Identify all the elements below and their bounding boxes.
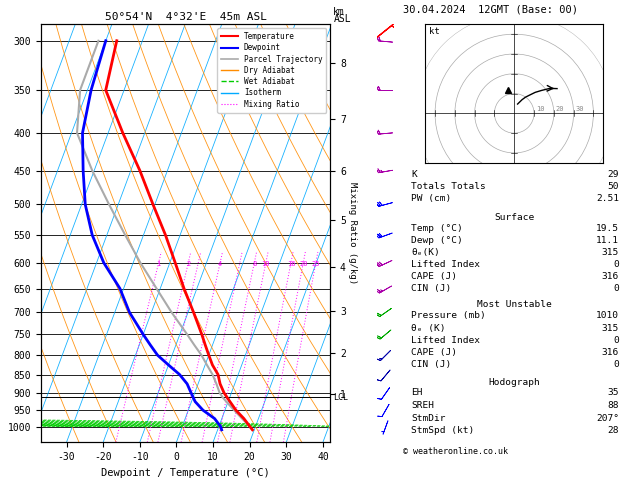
Text: 16: 16 bbox=[287, 261, 295, 267]
Text: 10: 10 bbox=[262, 261, 270, 267]
Text: 2.51: 2.51 bbox=[596, 194, 619, 203]
Text: 29: 29 bbox=[608, 171, 619, 179]
Text: 4: 4 bbox=[218, 261, 222, 267]
Text: 20: 20 bbox=[556, 106, 564, 112]
Text: CAPE (J): CAPE (J) bbox=[411, 348, 457, 357]
Text: Hodograph: Hodograph bbox=[488, 378, 540, 386]
Text: StmDir: StmDir bbox=[411, 414, 446, 423]
Text: kt: kt bbox=[429, 27, 440, 36]
Text: km: km bbox=[333, 7, 345, 17]
Text: 0: 0 bbox=[613, 260, 619, 269]
Text: 19.5: 19.5 bbox=[596, 224, 619, 233]
Text: 8: 8 bbox=[252, 261, 257, 267]
Text: 316: 316 bbox=[602, 348, 619, 357]
Text: EH: EH bbox=[411, 388, 423, 398]
Text: 0: 0 bbox=[613, 336, 619, 346]
Text: 88: 88 bbox=[608, 401, 619, 410]
Text: StmSpd (kt): StmSpd (kt) bbox=[411, 426, 475, 435]
Text: Surface: Surface bbox=[494, 213, 534, 222]
Text: 2: 2 bbox=[186, 261, 191, 267]
Text: 20: 20 bbox=[299, 261, 308, 267]
Text: LCL: LCL bbox=[333, 393, 348, 401]
Text: 30.04.2024  12GMT (Base: 00): 30.04.2024 12GMT (Base: 00) bbox=[403, 4, 577, 15]
Y-axis label: Mixing Ratio (g/kg): Mixing Ratio (g/kg) bbox=[348, 182, 357, 284]
Text: Lifted Index: Lifted Index bbox=[411, 336, 481, 346]
Text: 10: 10 bbox=[536, 106, 545, 112]
X-axis label: Dewpoint / Temperature (°C): Dewpoint / Temperature (°C) bbox=[101, 468, 270, 478]
Text: 25: 25 bbox=[311, 261, 320, 267]
Text: 1010: 1010 bbox=[596, 312, 619, 320]
Text: 315: 315 bbox=[602, 324, 619, 333]
Text: 315: 315 bbox=[602, 248, 619, 257]
Text: ASL: ASL bbox=[333, 14, 351, 24]
Text: Pressure (mb): Pressure (mb) bbox=[411, 312, 486, 320]
Text: SREH: SREH bbox=[411, 401, 435, 410]
Legend: Temperature, Dewpoint, Parcel Trajectory, Dry Adiabat, Wet Adiabat, Isotherm, Mi: Temperature, Dewpoint, Parcel Trajectory… bbox=[217, 28, 326, 112]
Text: K: K bbox=[411, 171, 417, 179]
Text: 35: 35 bbox=[608, 388, 619, 398]
Text: 50: 50 bbox=[608, 182, 619, 191]
Text: Dewp (°C): Dewp (°C) bbox=[411, 236, 463, 245]
Text: 316: 316 bbox=[602, 272, 619, 281]
Text: 30: 30 bbox=[576, 106, 584, 112]
Text: θₑ (K): θₑ (K) bbox=[411, 324, 446, 333]
Text: 0: 0 bbox=[613, 361, 619, 369]
Text: PW (cm): PW (cm) bbox=[411, 194, 452, 203]
Text: CIN (J): CIN (J) bbox=[411, 283, 452, 293]
Text: CAPE (J): CAPE (J) bbox=[411, 272, 457, 281]
Text: CIN (J): CIN (J) bbox=[411, 361, 452, 369]
Text: Totals Totals: Totals Totals bbox=[411, 182, 486, 191]
Text: Most Unstable: Most Unstable bbox=[477, 300, 552, 309]
Text: Lifted Index: Lifted Index bbox=[411, 260, 481, 269]
Text: θₑ(K): θₑ(K) bbox=[411, 248, 440, 257]
Title: 50°54'N  4°32'E  45m ASL: 50°54'N 4°32'E 45m ASL bbox=[104, 12, 267, 22]
Text: 1: 1 bbox=[157, 261, 160, 267]
Y-axis label: hPa: hPa bbox=[0, 224, 2, 243]
Text: © weatheronline.co.uk: © weatheronline.co.uk bbox=[403, 447, 508, 456]
Text: 0: 0 bbox=[613, 283, 619, 293]
Text: 28: 28 bbox=[608, 426, 619, 435]
Text: 207°: 207° bbox=[596, 414, 619, 423]
Text: Temp (°C): Temp (°C) bbox=[411, 224, 463, 233]
Text: 11.1: 11.1 bbox=[596, 236, 619, 245]
